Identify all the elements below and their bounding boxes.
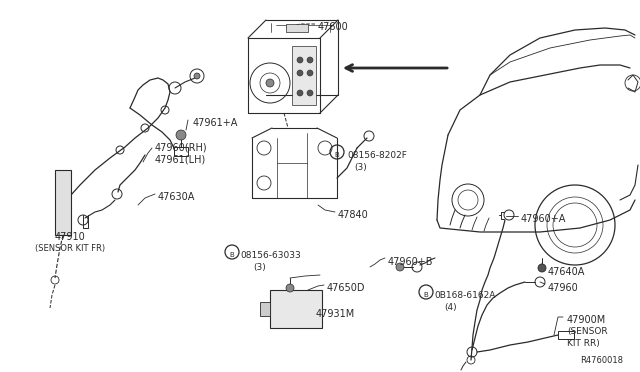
Bar bbox=[260, 302, 270, 316]
Text: 47640A: 47640A bbox=[548, 267, 586, 277]
Text: 47931M: 47931M bbox=[316, 309, 355, 319]
Bar bbox=[286, 24, 308, 32]
Text: (SENSOR KIT FR): (SENSOR KIT FR) bbox=[35, 244, 105, 253]
Text: 08156-8202F: 08156-8202F bbox=[347, 151, 407, 160]
Text: 47630A: 47630A bbox=[158, 192, 195, 202]
Circle shape bbox=[538, 264, 546, 272]
Circle shape bbox=[176, 130, 186, 140]
Circle shape bbox=[286, 284, 294, 292]
Circle shape bbox=[307, 90, 313, 96]
Text: (3): (3) bbox=[253, 263, 266, 272]
Text: 47840: 47840 bbox=[338, 210, 369, 220]
Text: 47961+A: 47961+A bbox=[193, 118, 238, 128]
Text: 47900M: 47900M bbox=[567, 315, 606, 325]
Text: 47960: 47960 bbox=[548, 283, 579, 293]
Text: 47960(RH): 47960(RH) bbox=[155, 143, 207, 153]
Text: (4): (4) bbox=[444, 303, 456, 312]
Text: (3): (3) bbox=[354, 163, 367, 172]
Circle shape bbox=[297, 70, 303, 76]
Text: KIT RR): KIT RR) bbox=[567, 339, 600, 348]
Text: 47600: 47600 bbox=[318, 22, 349, 32]
Text: (SENSOR: (SENSOR bbox=[567, 327, 607, 336]
Text: B: B bbox=[424, 292, 428, 298]
Text: B: B bbox=[230, 252, 234, 258]
Circle shape bbox=[297, 57, 303, 63]
Circle shape bbox=[396, 263, 404, 271]
Bar bbox=[558, 331, 574, 339]
Text: 47650D: 47650D bbox=[327, 283, 365, 293]
Text: 0B168-6162A: 0B168-6162A bbox=[434, 291, 495, 300]
Bar bbox=[55, 170, 71, 235]
Text: 08156-63033: 08156-63033 bbox=[240, 251, 301, 260]
Text: 47910: 47910 bbox=[54, 232, 85, 242]
Circle shape bbox=[297, 90, 303, 96]
Bar bbox=[292, 46, 316, 105]
Text: 47960+A: 47960+A bbox=[521, 214, 566, 224]
Circle shape bbox=[266, 79, 274, 87]
Bar bbox=[270, 290, 322, 328]
Text: R4760018: R4760018 bbox=[580, 356, 623, 365]
Circle shape bbox=[307, 70, 313, 76]
Text: 47960+B: 47960+B bbox=[388, 257, 433, 267]
Bar bbox=[174, 147, 188, 156]
Text: 47961(LH): 47961(LH) bbox=[155, 155, 206, 165]
Circle shape bbox=[307, 57, 313, 63]
Circle shape bbox=[194, 73, 200, 79]
Text: B: B bbox=[335, 152, 339, 158]
